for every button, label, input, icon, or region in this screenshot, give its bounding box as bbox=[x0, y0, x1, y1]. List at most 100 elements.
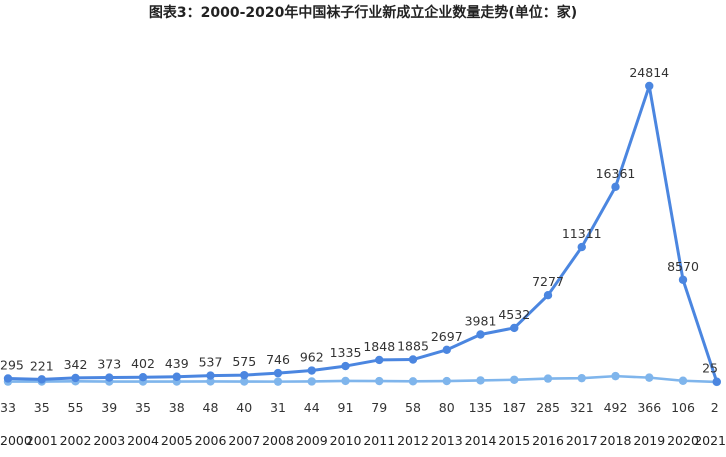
series-1-point bbox=[37, 375, 46, 384]
series-2-data-label: 492 bbox=[604, 400, 628, 415]
series-2-data-label: 135 bbox=[469, 400, 493, 415]
series-1-point bbox=[341, 361, 350, 371]
series-1-point bbox=[408, 355, 418, 364]
series-2-point bbox=[476, 376, 485, 385]
series-2-point bbox=[645, 373, 654, 382]
x-tick-label: 2012 bbox=[397, 433, 429, 448]
series-2-data-label: 38 bbox=[169, 400, 185, 415]
x-tick-label: 2002 bbox=[60, 433, 92, 448]
series-2-data-label: 80 bbox=[439, 400, 455, 415]
series-1-point bbox=[138, 373, 148, 382]
series-1-data-label: 962 bbox=[300, 350, 324, 365]
series-1-data-label: 8570 bbox=[667, 259, 699, 274]
series-1-data-label: 4532 bbox=[498, 307, 530, 322]
series-1-data-label: 1885 bbox=[397, 339, 429, 354]
x-tick-label: 2016 bbox=[532, 433, 564, 448]
x-tick-label: 2008 bbox=[262, 433, 294, 448]
series-2-point bbox=[678, 376, 688, 385]
series-2-point bbox=[240, 377, 249, 386]
series-1-line bbox=[7, 84, 719, 383]
x-tick-label: 2021 bbox=[694, 433, 726, 448]
series-2-line bbox=[7, 374, 717, 384]
series-1-data-label: 575 bbox=[232, 354, 256, 369]
series-1-data-label: 1848 bbox=[363, 339, 395, 354]
series-1-point bbox=[645, 81, 654, 91]
x-tick-label: 2009 bbox=[296, 433, 328, 448]
series-2-data-label: 106 bbox=[671, 400, 695, 415]
x-tick-label: 2007 bbox=[228, 433, 260, 448]
series-1-data-label: 439 bbox=[165, 356, 189, 371]
series-1-point bbox=[273, 368, 283, 378]
series-2-data-label: 91 bbox=[338, 400, 354, 415]
series-2-data-label: 48 bbox=[203, 400, 219, 415]
series-1-data-label: 2697 bbox=[431, 329, 463, 344]
series-1-data-label: 373 bbox=[97, 357, 121, 372]
series-2-point bbox=[510, 375, 519, 384]
series-1-data-label: 221 bbox=[30, 358, 54, 373]
x-tick-label: 2019 bbox=[633, 433, 665, 448]
series-2-data-label: 79 bbox=[371, 400, 387, 415]
series-2-point bbox=[408, 377, 418, 386]
x-tick-label: 2003 bbox=[93, 433, 125, 448]
x-tick-label: 2011 bbox=[363, 433, 395, 448]
data-labels: 295 221 342 373 402 439 537 575 746 962 1335 1848 18… bbox=[0, 65, 719, 415]
series-1-data-label: 3981 bbox=[465, 314, 497, 329]
series-2-point bbox=[577, 373, 586, 383]
series-2-data-label: 33 bbox=[0, 400, 16, 415]
x-tick-label: 2006 bbox=[195, 433, 227, 448]
x-tick-label: 2018 bbox=[600, 433, 632, 448]
series-1-point bbox=[476, 330, 485, 339]
series-2-data-label: 35 bbox=[34, 400, 50, 415]
series-2-data-label: 40 bbox=[236, 400, 252, 415]
series-1-point bbox=[712, 377, 721, 386]
series-2-point bbox=[543, 374, 553, 383]
series-1-data-label: 11311 bbox=[562, 226, 602, 241]
series-1-point bbox=[510, 323, 519, 333]
x-tick-label: 2010 bbox=[330, 433, 362, 448]
series-1-data-label: 537 bbox=[199, 355, 223, 370]
x-tick-label: 2000 bbox=[0, 433, 32, 448]
x-tick-label: 2001 bbox=[26, 433, 58, 448]
series-2-data-label: 321 bbox=[570, 400, 594, 415]
series-2-data-label: 2 bbox=[711, 400, 719, 415]
series-2-point bbox=[307, 377, 316, 386]
series-2-data-label: 35 bbox=[135, 400, 151, 415]
x-tick-label: 2020 bbox=[667, 433, 699, 448]
series-2-point bbox=[206, 377, 215, 386]
x-tick-label: 2015 bbox=[498, 433, 530, 448]
x-tick-label: 2004 bbox=[127, 433, 159, 448]
series-1-point bbox=[307, 366, 316, 375]
series-2-point bbox=[341, 376, 350, 386]
series-1-point bbox=[375, 355, 384, 365]
series-1-point bbox=[240, 370, 249, 380]
series-1-data-label: 342 bbox=[64, 357, 88, 372]
series-2-data-label: 39 bbox=[101, 400, 117, 415]
series-2-point bbox=[442, 376, 451, 386]
series-1-point bbox=[206, 371, 215, 380]
series-1-data-label: 25 bbox=[702, 361, 718, 376]
x-tick-label: 2013 bbox=[431, 433, 463, 448]
chart-title: 图表3：2000-2020年中国袜子行业新成立企业数量走势(单位：家) bbox=[148, 5, 578, 21]
series-1-data-label: 24814 bbox=[629, 65, 669, 80]
series-2-data-label: 55 bbox=[68, 400, 84, 415]
series-1-data-label: 16361 bbox=[596, 166, 636, 181]
series-1-point bbox=[172, 372, 181, 381]
x-tick-label: 2005 bbox=[161, 433, 193, 448]
series-lines bbox=[7, 84, 719, 384]
series-1-data-label: 746 bbox=[266, 352, 290, 367]
series-2-point bbox=[375, 376, 384, 386]
series-2-point bbox=[273, 377, 283, 386]
series-1-data-label: 295 bbox=[0, 357, 24, 372]
series-1-data-label: 402 bbox=[131, 356, 155, 371]
series-1-point bbox=[543, 290, 553, 300]
series-2-point bbox=[611, 371, 620, 381]
series-1-point bbox=[678, 275, 688, 284]
series-1-point bbox=[105, 373, 114, 382]
series-1-point bbox=[611, 182, 620, 192]
x-tick-label: 2017 bbox=[566, 433, 598, 448]
series-2-data-label: 31 bbox=[270, 400, 286, 415]
series-points bbox=[3, 81, 721, 387]
series-1-point bbox=[577, 242, 586, 252]
